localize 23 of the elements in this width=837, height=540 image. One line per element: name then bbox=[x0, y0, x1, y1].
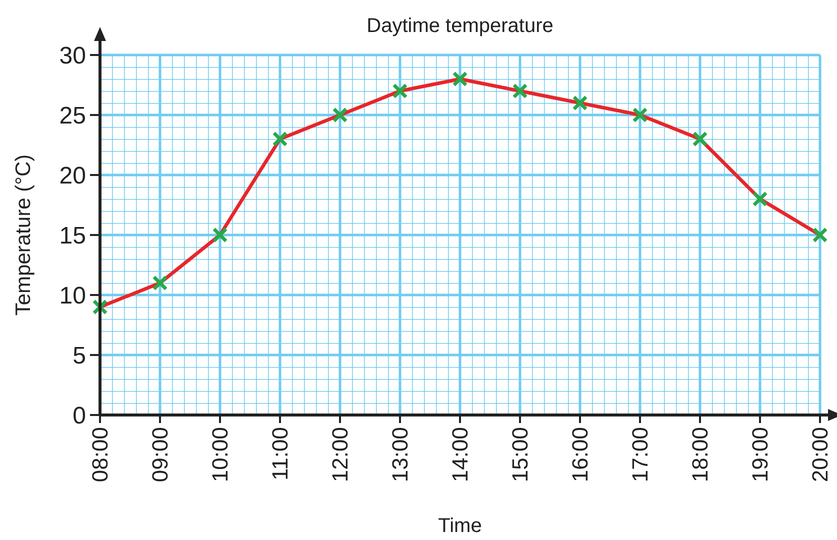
y-tick-label: 20 bbox=[59, 162, 86, 190]
x-tick-label: 12:00 bbox=[328, 427, 353, 482]
x-axis-title: Time bbox=[438, 515, 482, 537]
x-tick-label: 13:00 bbox=[388, 427, 413, 482]
x-tick-label: 08:00 bbox=[88, 427, 113, 482]
x-tick-label: 18:00 bbox=[688, 427, 713, 482]
x-tick-label: 15:00 bbox=[508, 427, 533, 482]
y-tick-label: 0 bbox=[72, 402, 86, 430]
y-tick-label: 30 bbox=[59, 42, 86, 70]
y-tick-label: 25 bbox=[59, 102, 86, 130]
y-axis-title: Temperature (°C) bbox=[12, 154, 35, 316]
y-tick-label: 15 bbox=[59, 222, 86, 250]
x-tick-label: 09:00 bbox=[148, 427, 173, 482]
x-tick-label: 17:00 bbox=[628, 427, 653, 482]
x-tick-label: 20:00 bbox=[808, 427, 833, 482]
x-tick-label: 11:00 bbox=[268, 427, 293, 480]
x-tick-label: 10:00 bbox=[208, 427, 233, 482]
x-tick-label: 19:00 bbox=[748, 427, 773, 482]
chart-title: Daytime temperature bbox=[366, 15, 554, 37]
x-tick-label: 14:00 bbox=[448, 427, 473, 482]
y-tick-label: 5 bbox=[72, 342, 86, 370]
x-tick-label: 16:00 bbox=[568, 427, 593, 482]
y-tick-label: 10 bbox=[59, 282, 86, 310]
